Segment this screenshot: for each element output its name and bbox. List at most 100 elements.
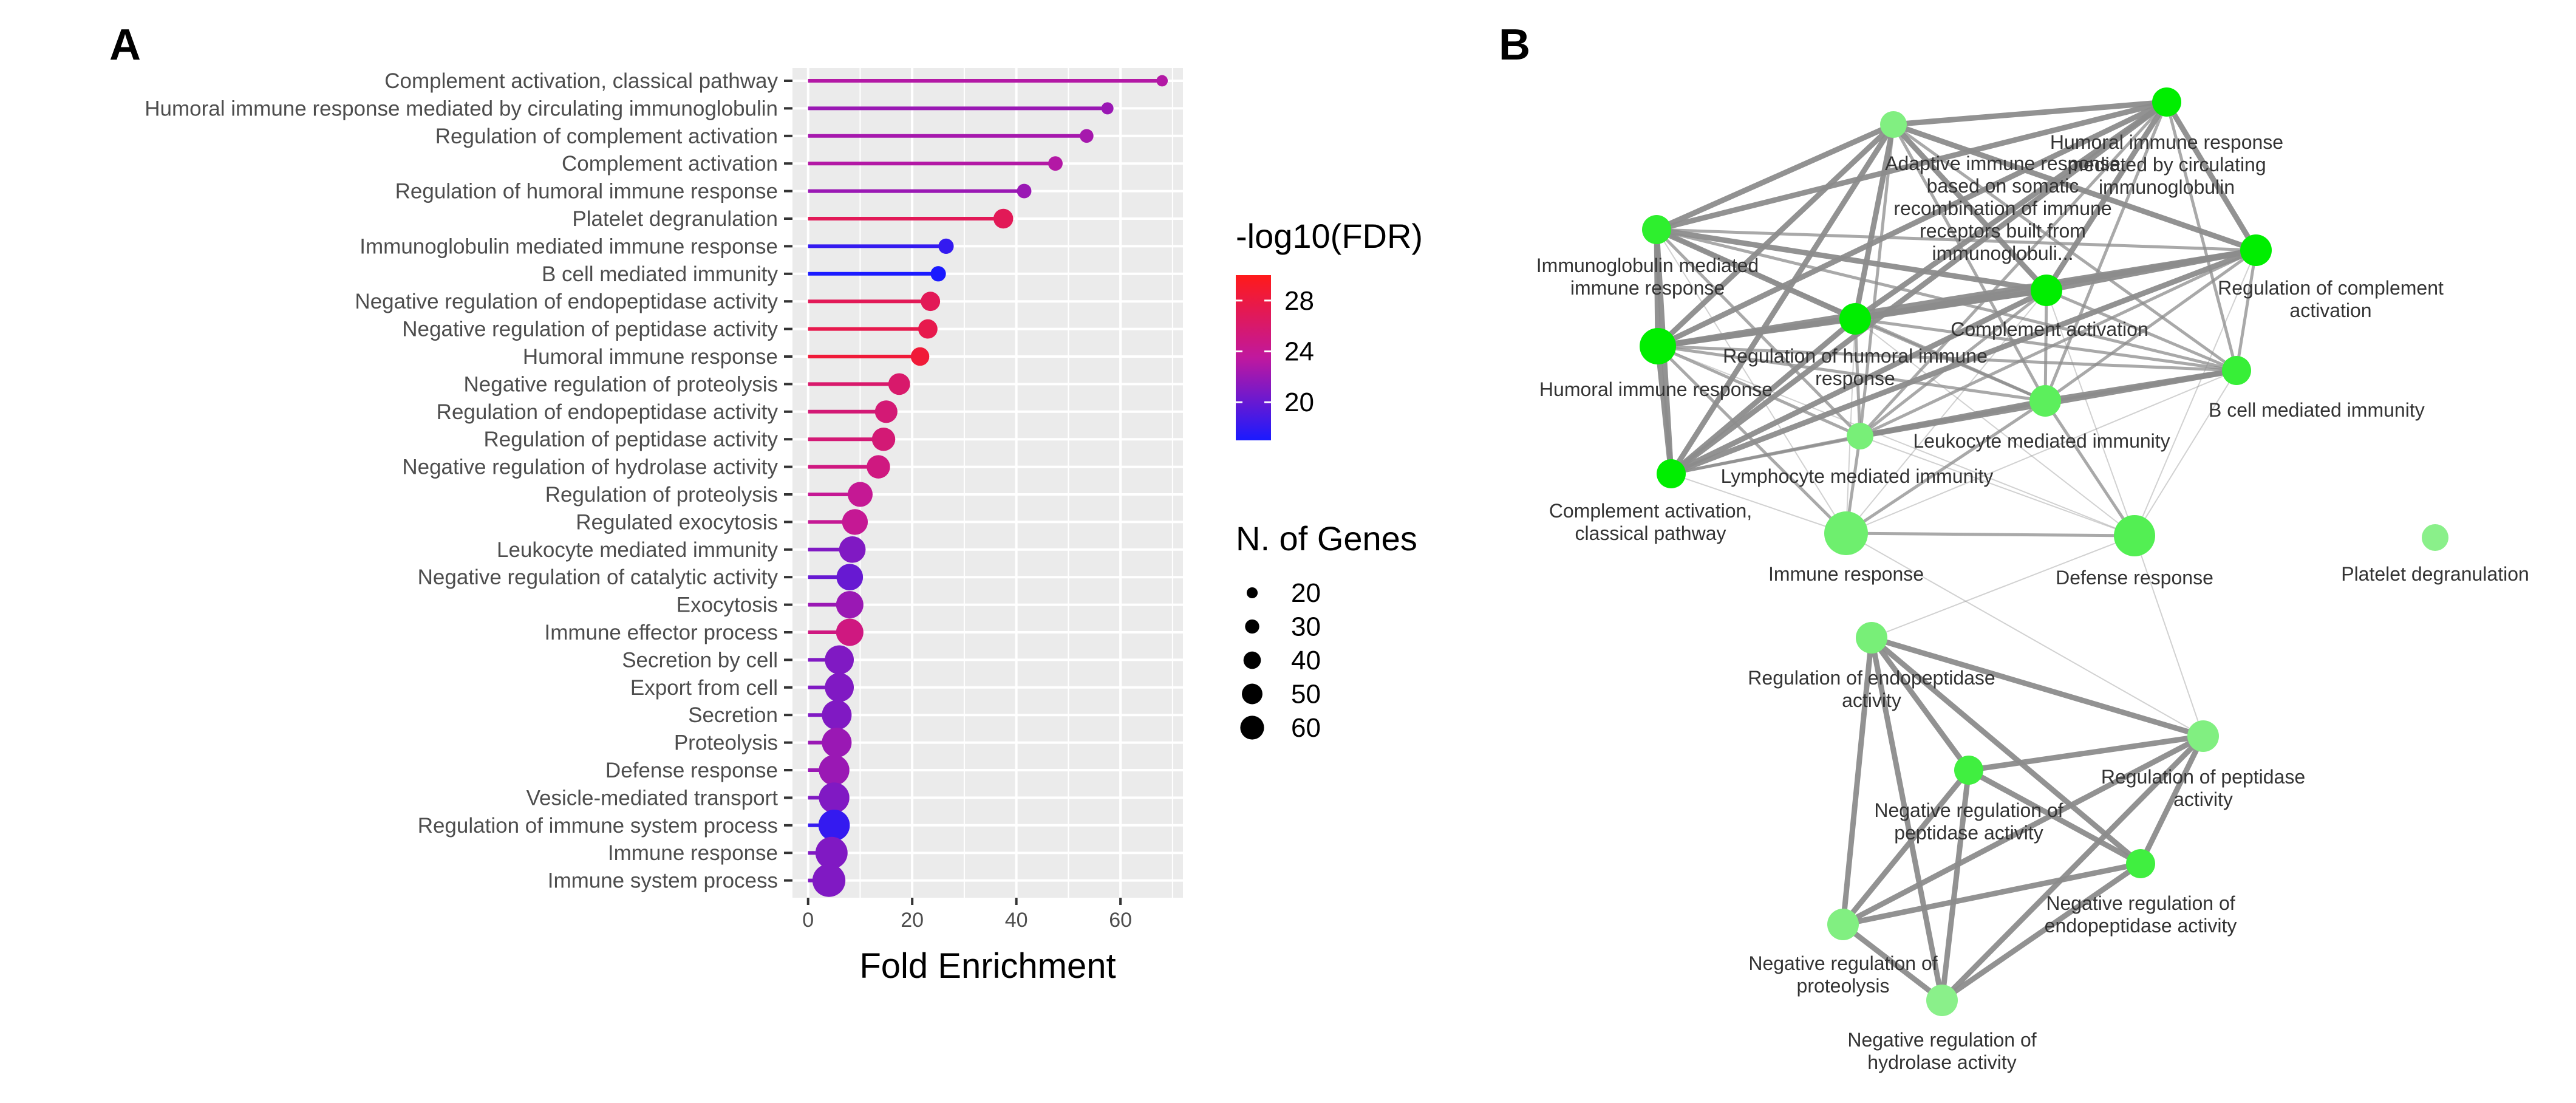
network-edge <box>2043 399 2136 538</box>
lollipop-point <box>825 672 854 702</box>
category-label: Immune response <box>608 841 778 865</box>
network-edge <box>1869 635 1972 773</box>
network-edge <box>1840 767 1972 927</box>
network-node <box>1640 328 1676 364</box>
network-edge <box>2134 370 2237 536</box>
network-edge <box>1668 316 1858 477</box>
lollipop-chart: Complement activation, classical pathway… <box>145 68 1183 986</box>
network-edge <box>2164 99 2259 253</box>
lollipop-point <box>874 400 898 423</box>
lollipop-point <box>910 347 930 366</box>
size-legend: N. of Genes 20 30 40 50 60 <box>1236 519 1417 743</box>
color-tick-label: 28 <box>1284 286 1314 316</box>
category-label: Regulation of humoral immune response <box>395 180 778 203</box>
network-node-label: Complement activation <box>1951 318 2148 340</box>
network-node-label: Defense response <box>2056 567 2213 589</box>
category-label: Immune system process <box>548 869 778 893</box>
network-edge <box>1845 533 2204 737</box>
lollipop-point <box>1017 183 1032 199</box>
color-legend-ticks: 28 24 20 <box>1236 286 1314 417</box>
category-label: Negative regulation of proteolysis <box>463 372 778 396</box>
size-legend-dot <box>1242 683 1262 705</box>
category-label: Secretion by cell <box>622 648 778 672</box>
network-node <box>1642 215 1671 244</box>
network-edge <box>1966 733 2206 773</box>
network-node <box>1856 622 1887 654</box>
network-node-label: B cell mediated immunity <box>2209 399 2425 421</box>
lollipop-point <box>815 836 848 869</box>
network-edge <box>1656 344 1848 535</box>
size-legend-label: 40 <box>1291 646 1321 675</box>
network-edge <box>1890 99 2170 128</box>
size-legend-label: 60 <box>1291 713 1321 743</box>
network-node-label: Complement activation, classical pathway <box>1549 500 1752 544</box>
network-edge <box>1657 346 2135 536</box>
lollipop-point <box>812 864 846 897</box>
network-edge <box>1656 344 2047 403</box>
network-edge <box>2043 100 2169 403</box>
network-edge <box>1844 399 2047 535</box>
category-label: Immunoglobulin mediated immune response <box>359 234 778 258</box>
network-node <box>2029 385 2061 417</box>
network-edge <box>1845 370 2237 534</box>
category-label: Regulated exocytosis <box>576 510 778 534</box>
network-edge <box>1939 733 2206 1003</box>
lollipop-point <box>867 455 890 479</box>
network-node <box>1954 756 1983 785</box>
network-edge <box>2043 248 2258 403</box>
network-edge <box>2235 248 2258 372</box>
network-edge <box>1656 344 1862 438</box>
network-edge <box>1840 861 2144 927</box>
network-node-label: Immunoglobulin mediated immune response <box>1536 254 1759 299</box>
x-tick-label: 60 <box>1109 909 1132 932</box>
size-legend-dot <box>1243 651 1261 669</box>
x-tick-label: 40 <box>1005 909 1028 932</box>
network-node-label: Immune response <box>1768 563 1924 585</box>
lollipop-point <box>938 238 954 254</box>
category-label: Negative regulation of peptidase activit… <box>402 318 778 341</box>
network-edge <box>1668 99 2170 477</box>
lollipop-point <box>847 482 873 507</box>
lollipop-point <box>839 536 866 563</box>
x-axis-title: Fold Enrichment <box>859 946 1116 986</box>
lollipop-point <box>819 782 850 813</box>
network-node-label: Adaptive immune response based on somatic… <box>1885 152 2121 264</box>
network-edge <box>1654 121 1896 233</box>
lollipop-point <box>930 266 946 282</box>
network-edge <box>1853 317 1862 438</box>
category-label: Complement activation, classical pathway <box>384 69 778 93</box>
network-edge <box>2165 100 2238 372</box>
network-node-label: Humoral immune response mediated by circu… <box>2050 131 2283 198</box>
x-tick-label: 0 <box>802 909 814 932</box>
network-edge <box>1892 123 2238 372</box>
lollipop-point <box>918 319 938 339</box>
network-edge <box>1939 861 2144 1003</box>
size-legend-items: 20 30 40 50 60 <box>1240 578 1321 743</box>
lollipop-point <box>836 564 864 591</box>
x-tick-label: 20 <box>901 909 924 932</box>
category-label: Humoral immune response mediated by circ… <box>145 97 778 120</box>
color-legend: -log10(FDR) 28 24 20 <box>1236 217 1423 440</box>
network-edge <box>1655 343 1674 477</box>
lollipop-point <box>842 509 868 535</box>
network-nodes <box>1640 87 2448 1016</box>
lollipop-point <box>1156 75 1168 87</box>
network-edge <box>1869 635 2206 739</box>
network-node-label: Regulation of humoral immune response <box>1723 345 1988 389</box>
network-node-label: Negative regulation of endopeptidase acti… <box>2045 892 2237 937</box>
network-edge <box>1655 316 1858 349</box>
network-edge <box>1858 248 2258 438</box>
size-legend-label: 20 <box>1291 578 1321 608</box>
network-node <box>1926 985 1958 1016</box>
size-legend-label: 30 <box>1291 612 1321 642</box>
lollipop-point <box>836 618 864 646</box>
network-edges <box>1654 99 2259 1003</box>
lollipop-point <box>836 591 864 619</box>
network-edge <box>1845 290 2047 534</box>
lollipop-point <box>1048 156 1063 171</box>
network-edge <box>2134 250 2257 536</box>
lollipop-point <box>818 809 850 841</box>
network-edge <box>1890 121 2259 253</box>
lollipop-marks <box>808 75 1168 897</box>
network-node-label: Platelet degranulation <box>2341 563 2529 585</box>
